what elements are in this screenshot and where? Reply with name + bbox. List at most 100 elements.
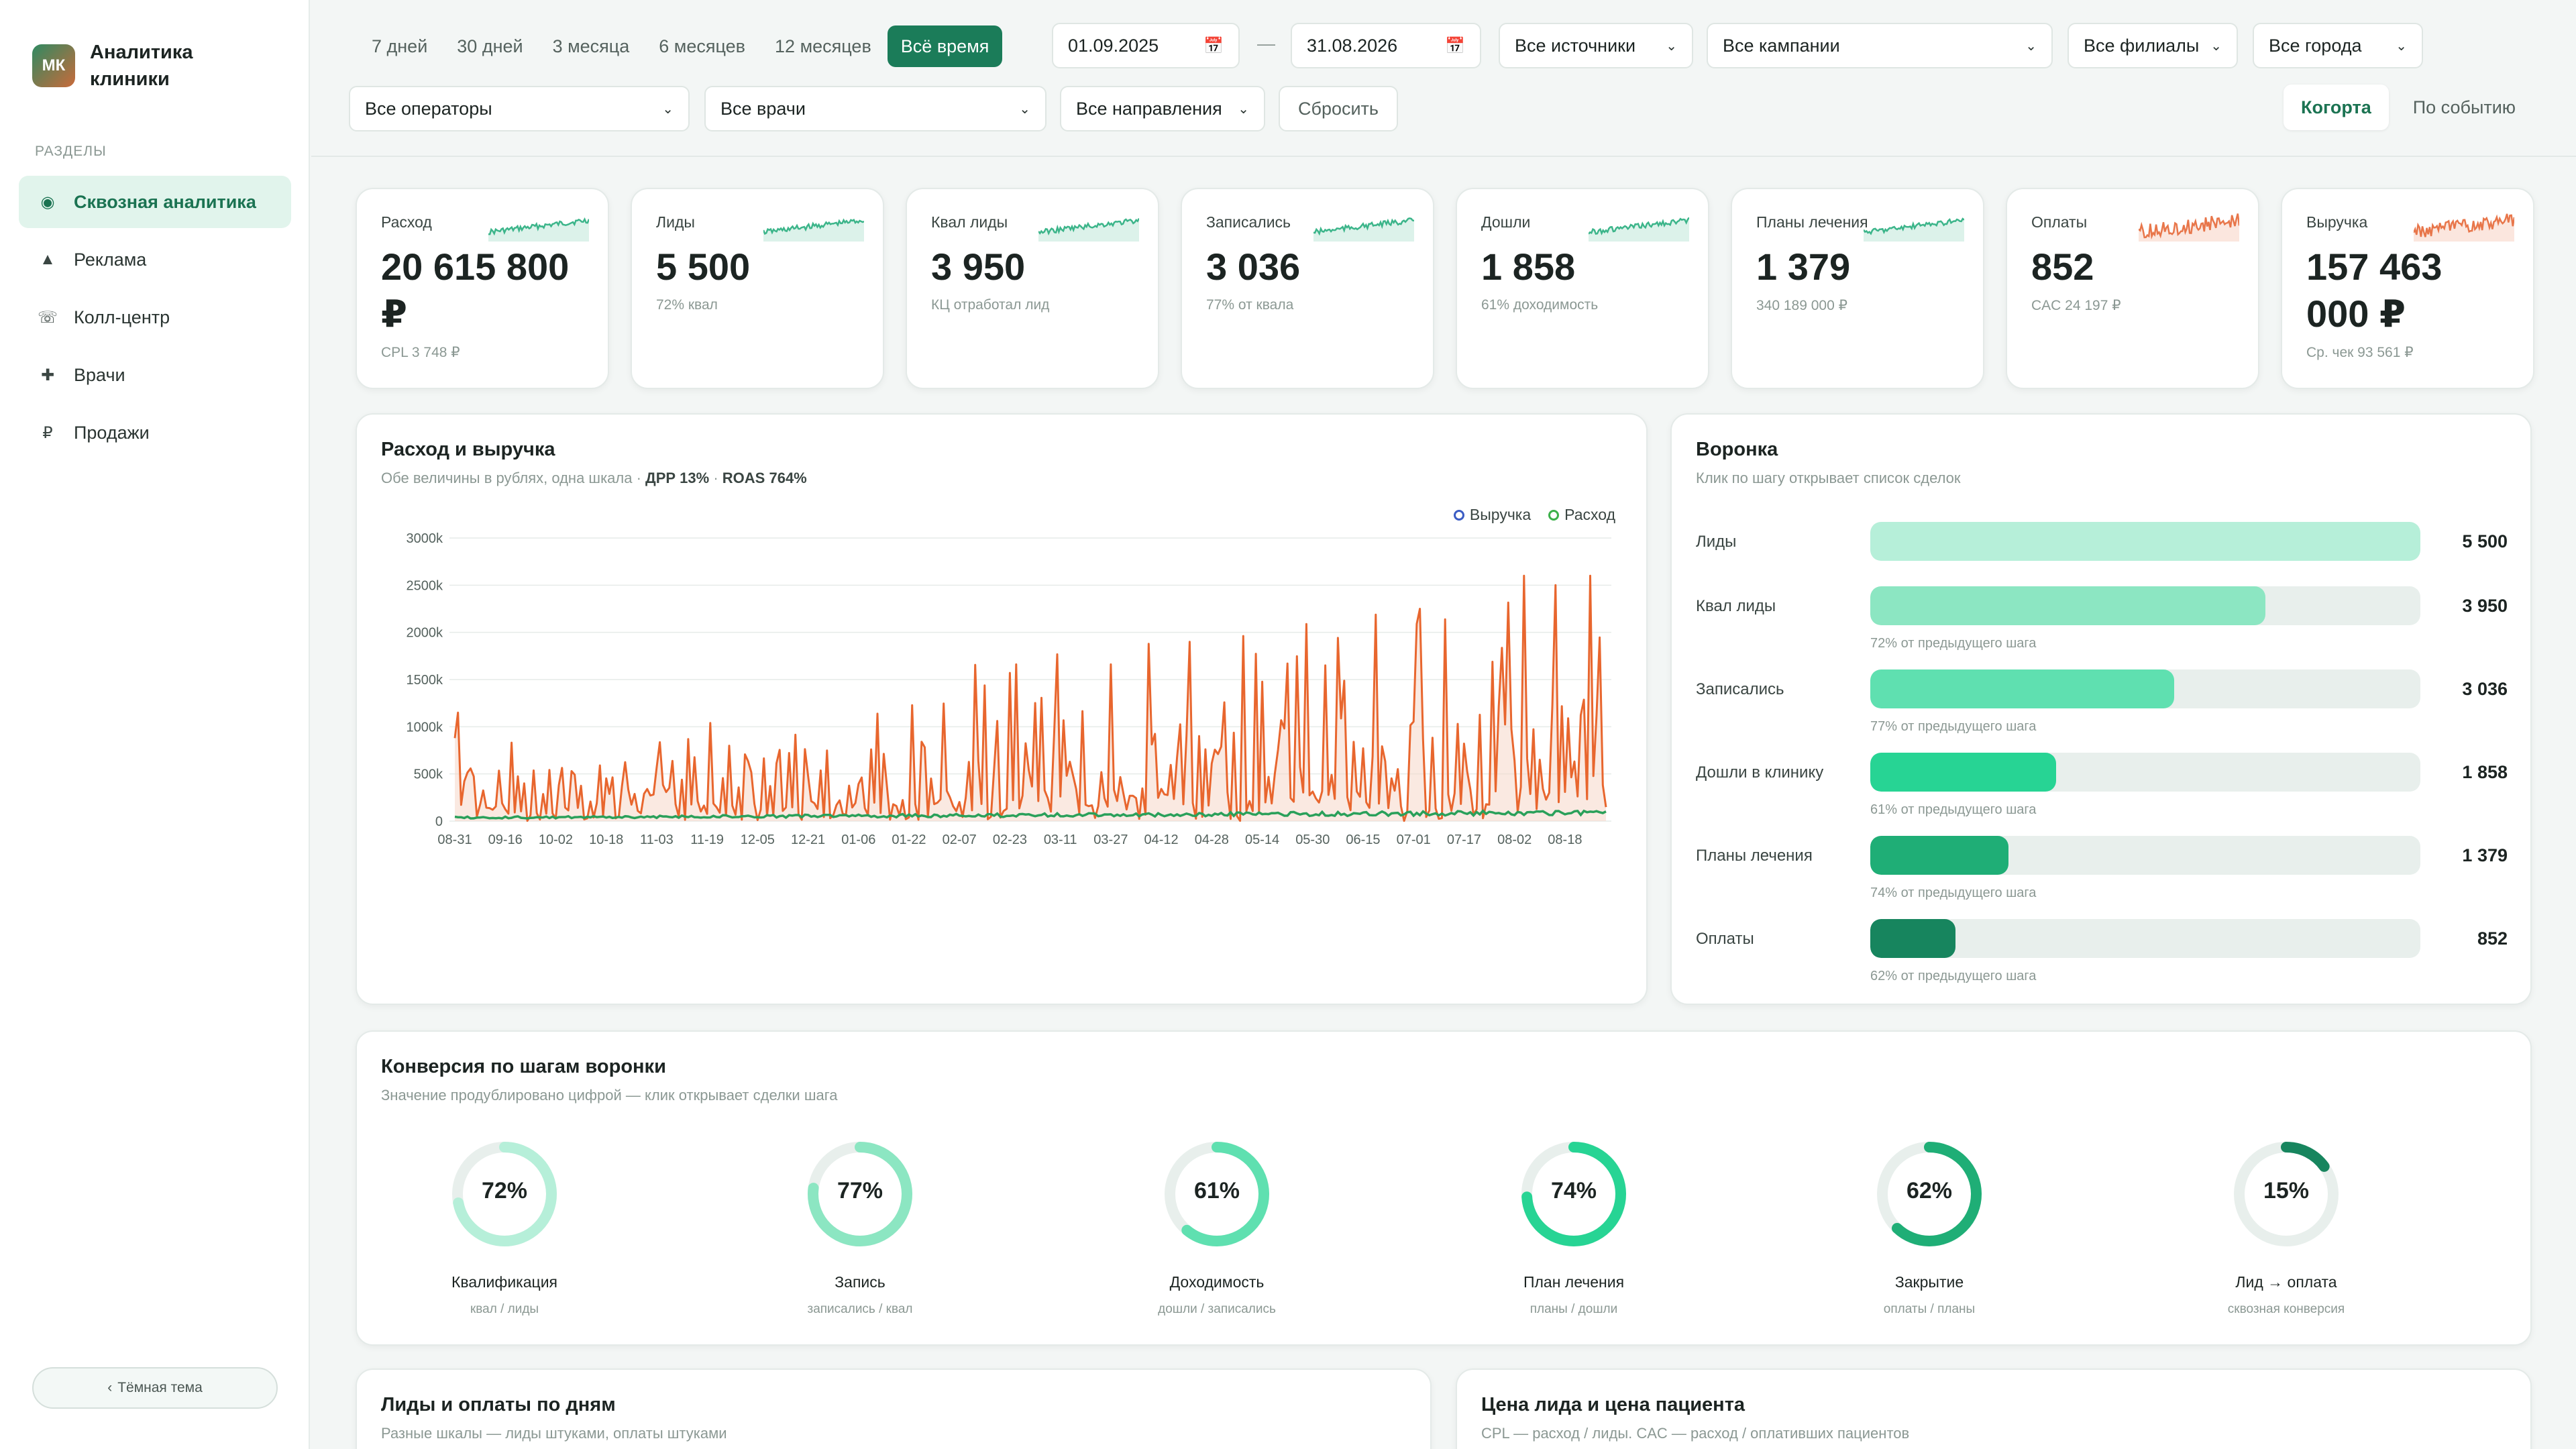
triangle-icon: ▲ xyxy=(40,250,56,268)
kpi-value: 5 500 xyxy=(656,246,751,288)
spend-revenue-panel: Расход и выручка Обе величины в рублях, … xyxy=(356,413,1648,1005)
conversion-donut[interactable]: 62% Закрытие оплаты / планы xyxy=(1815,1139,2043,1317)
kpi-card-leads[interactable]: Лиды 5 500 72% квал xyxy=(631,188,884,389)
donut-arc xyxy=(808,1142,912,1246)
x-tick-label: 09-16 xyxy=(488,833,523,847)
sidebar-item-label: Врачи xyxy=(74,364,125,385)
funnel-step-label: Записались xyxy=(1696,680,1784,698)
kpi-label: Оплаты xyxy=(2031,213,2088,231)
reset-button[interactable]: Сбросить xyxy=(1279,86,1398,131)
kpi-sparkline xyxy=(1313,217,1414,241)
sidebar-item-call-center[interactable]: ☏ Колл-центр xyxy=(19,291,291,343)
funnel-bar-fill xyxy=(1870,919,1956,958)
x-tick-label: 11-19 xyxy=(690,833,724,847)
x-tick-label: 03-11 xyxy=(1044,833,1077,847)
conversion-donut[interactable]: 77% Запись записались / квал xyxy=(746,1139,974,1317)
sidebar-item-end-to-end-analytics[interactable]: ◉ Сквозная аналитика xyxy=(19,176,291,228)
donut-arc xyxy=(2234,1142,2339,1246)
x-tick-label: 04-28 xyxy=(1195,833,1229,847)
funnel-step-pct: 74% от предыдущего шага xyxy=(1870,885,2037,900)
kpi-card-spend[interactable]: Расход 20 615 800 ₽ CPL 3 748 ₽ xyxy=(356,188,609,389)
donut-formula: сквозная конверсия xyxy=(2227,1302,2345,1316)
legend-item-revenue[interactable]: Выручка xyxy=(1453,506,1531,524)
kpi-subtext: 61% доходимость xyxy=(1481,297,1599,313)
kpi-card-revenue[interactable]: Выручка 157 463 000 ₽ Ср. чек 93 561 ₽ xyxy=(2281,188,2534,389)
chevron-down-icon: ⌄ xyxy=(1238,101,1249,117)
kpi-sparkline xyxy=(1864,217,1964,241)
funnel-bar-track[interactable] xyxy=(1870,836,2420,875)
period-30d[interactable]: 30 дней xyxy=(457,36,523,56)
funnel-step-value: 1 858 xyxy=(2462,762,2508,782)
kpi-sparkline xyxy=(763,218,864,241)
kpi-card-treatment-plans[interactable]: Планы лечения 1 379 340 189 000 ₽ xyxy=(1731,188,1984,389)
kpi-sparkline xyxy=(2139,213,2239,241)
roas-value: ROAS 764% xyxy=(722,470,807,486)
conversion-donut[interactable]: 74% План лечения планы / дошли xyxy=(1460,1139,1688,1317)
chevron-left-icon: ‹ xyxy=(107,1380,113,1395)
campaigns-select[interactable]: Все кампании ⌄ xyxy=(1707,23,2053,68)
funnel-bar-track[interactable] xyxy=(1870,586,2420,625)
kpi-card-qualified-leads[interactable]: Квал лиды 3 950 КЦ отработал лид xyxy=(906,188,1159,389)
donut-label: Квалификация xyxy=(451,1273,558,1291)
branches-select[interactable]: Все филиалы ⌄ xyxy=(2068,23,2238,68)
brand[interactable]: МК Аналитика клиники xyxy=(32,39,278,93)
kpi-value: 852 xyxy=(2031,246,2094,288)
ruble-icon: ₽ xyxy=(42,423,53,442)
chevron-down-icon: ⌄ xyxy=(2025,38,2037,54)
donut-chart xyxy=(452,1142,557,1246)
conversion-donut[interactable]: 61% Доходимость дошли / записались xyxy=(1103,1139,1331,1317)
doctors-select[interactable]: Все врачи ⌄ xyxy=(704,86,1046,131)
period-12m[interactable]: 12 месяцев xyxy=(775,36,871,56)
donut-arc xyxy=(452,1142,557,1246)
donut-formula: квал / лиды xyxy=(470,1302,539,1316)
funnel-bar-track[interactable] xyxy=(1870,669,2420,708)
spend-revenue-chart[interactable]: 0 500k 1000k 1500k 2000k 2500k 3000k 08-31 09-16… xyxy=(357,482,1649,1005)
sidebar-item-doctors[interactable]: ✚ Врачи xyxy=(19,349,291,401)
directions-select[interactable]: Все направления ⌄ xyxy=(1060,86,1265,131)
operators-select[interactable]: Все операторы ⌄ xyxy=(349,86,690,131)
calendar-icon[interactable]: 📅 xyxy=(1445,36,1465,55)
panel-subtitle: CPL — расход / лиды. CAC — расход / опла… xyxy=(1481,1425,1910,1442)
funnel-bar-track[interactable] xyxy=(1870,919,2420,958)
funnel-step-label: Дошли в клинику xyxy=(1696,763,1824,782)
donut-formula: записались / квал xyxy=(807,1302,913,1316)
leads-payments-panel: Лиды и оплаты по дням Разные шкалы — лид… xyxy=(356,1368,1432,1449)
conversion-donut[interactable]: 72% Квалификация квал / лиды xyxy=(390,1139,619,1317)
directions-select-value: Все направления xyxy=(1076,98,1222,119)
period-7d[interactable]: 7 дней xyxy=(372,36,428,56)
funnel-bar-track[interactable] xyxy=(1870,753,2420,792)
donut-chart xyxy=(808,1142,912,1246)
filter-bar: 7 дней 30 дней 3 месяца 6 месяцев 12 мес… xyxy=(311,0,2576,157)
sidebar-item-ads[interactable]: ▲ Реклама xyxy=(19,233,291,286)
kpi-subtext: 77% от квала xyxy=(1206,297,1294,313)
period-all-time[interactable]: Всё время xyxy=(887,25,1003,67)
y-tick-label: 1500k xyxy=(407,673,443,688)
clinic-logo: МК xyxy=(32,44,75,87)
kpi-label: Записались xyxy=(1206,213,1291,231)
donut-label: План лечения xyxy=(1523,1273,1625,1291)
theme-toggle-button[interactable]: ‹ Тёмная тема xyxy=(32,1367,278,1409)
cities-select[interactable]: Все города ⌄ xyxy=(2253,23,2423,68)
kpi-card-booked[interactable]: Записались 3 036 77% от квала xyxy=(1181,188,1434,389)
panel-subtitle: Разные шкалы — лиды штуками, оплаты штук… xyxy=(381,1425,727,1442)
mode-event-button[interactable]: По событию xyxy=(2412,97,2516,117)
sidebar-item-sales[interactable]: ₽ Продажи xyxy=(19,407,291,459)
legend-item-spend[interactable]: Расход xyxy=(1548,506,1615,524)
conversion-donut[interactable]: 15% Лид → оплата сквозная конверсия xyxy=(2172,1139,2400,1317)
legend-marker xyxy=(1453,509,1464,521)
sidebar-item-label: Продажи xyxy=(74,422,150,443)
kpi-card-arrived[interactable]: Дошли 1 858 61% доходимость xyxy=(1456,188,1709,389)
date-from-input[interactable]: 01.09.2025 📅 xyxy=(1052,23,1240,68)
x-tick-label: 10-02 xyxy=(539,833,573,847)
funnel-bar-track[interactable] xyxy=(1870,522,2420,561)
sources-select[interactable]: Все источники ⌄ xyxy=(1499,23,1693,68)
period-6m[interactable]: 6 месяцев xyxy=(659,36,746,56)
funnel-step-value: 3 950 xyxy=(2462,596,2508,616)
funnel-step-value: 5 500 xyxy=(2462,531,2508,551)
period-3m[interactable]: 3 месяца xyxy=(552,36,630,56)
kpi-card-payments[interactable]: Оплаты 852 CAC 24 197 ₽ xyxy=(2006,188,2259,389)
sparkline-line xyxy=(1589,217,1689,235)
calendar-icon[interactable]: 📅 xyxy=(1203,36,1224,55)
date-to-input[interactable]: 31.08.2026 📅 xyxy=(1291,23,1481,68)
mode-cohort-button[interactable]: Когорта xyxy=(2284,85,2389,130)
